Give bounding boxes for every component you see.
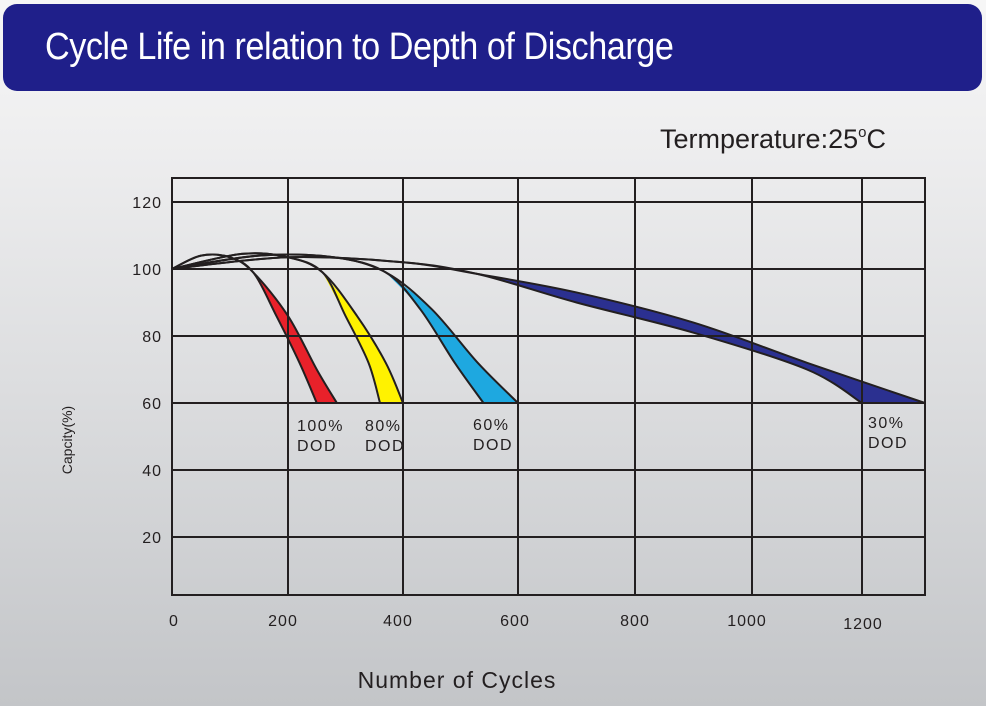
- dod-label-text: DOD: [297, 438, 337, 455]
- y-tick-labels: 20 40 60 80 100 120: [132, 195, 162, 547]
- dod-lower-curve-80pct: [171, 252, 381, 404]
- y-tick-label: 20: [142, 530, 162, 547]
- temperature-label: Termperature:25: [660, 124, 859, 154]
- degree-symbol: o: [858, 124, 867, 141]
- x-tick-label: 600: [500, 613, 530, 630]
- y-tick-label: 60: [142, 396, 162, 413]
- temperature-unit: C: [866, 124, 886, 154]
- y-tick-label: 80: [142, 329, 162, 346]
- x-axis-label: Number of Cycles: [358, 667, 557, 693]
- temperature-annotation: Termperature:25oC: [660, 124, 886, 155]
- x-tick-label: 0: [169, 613, 179, 630]
- dod-lower-curve-30pct: [171, 256, 863, 404]
- title-bar: Cycle Life in relation to Depth of Disch…: [3, 4, 982, 91]
- y-tick-label: 40: [142, 463, 162, 480]
- dod-label-percent: 60%: [473, 417, 510, 434]
- y-tick-label: 120: [132, 195, 162, 212]
- dod-lower-curve-60pct: [171, 253, 485, 404]
- x-tick-label: 800: [620, 613, 650, 630]
- dod-areas: [253, 272, 925, 403]
- dod-area-30pct: [477, 274, 925, 403]
- dod-label-text: DOD: [365, 438, 405, 455]
- grid-lines: [171, 177, 926, 596]
- dod-labels: 100% DOD 80% DOD 60% DOD 30% DOD: [297, 415, 908, 455]
- x-tick-label: 400: [383, 613, 413, 630]
- dod-area-100pct: [253, 272, 337, 403]
- x-tick-label: 1200: [843, 616, 883, 633]
- dod-label-percent: 100%: [297, 418, 344, 435]
- dod-label-percent: 80%: [365, 418, 402, 435]
- dod-label-text: DOD: [473, 437, 513, 454]
- dod-curves: [171, 252, 926, 404]
- dod-area-80pct: [322, 272, 403, 403]
- y-axis-label: Capcity(%): [59, 406, 75, 474]
- y-tick-label: 100: [132, 262, 162, 279]
- x-tick-labels: 0 200 400 600 800 1000 1200: [169, 613, 883, 633]
- dod-area-60pct: [385, 272, 518, 403]
- dod-lower-curve-100pct: [171, 253, 318, 404]
- x-tick-label: 1000: [727, 613, 767, 630]
- x-tick-label: 200: [268, 613, 298, 630]
- page-title: Cycle Life in relation to Depth of Disch…: [45, 26, 674, 68]
- dod-label-percent: 30%: [868, 415, 905, 432]
- plot-frame: [171, 177, 926, 596]
- dod-label-text: DOD: [868, 435, 908, 452]
